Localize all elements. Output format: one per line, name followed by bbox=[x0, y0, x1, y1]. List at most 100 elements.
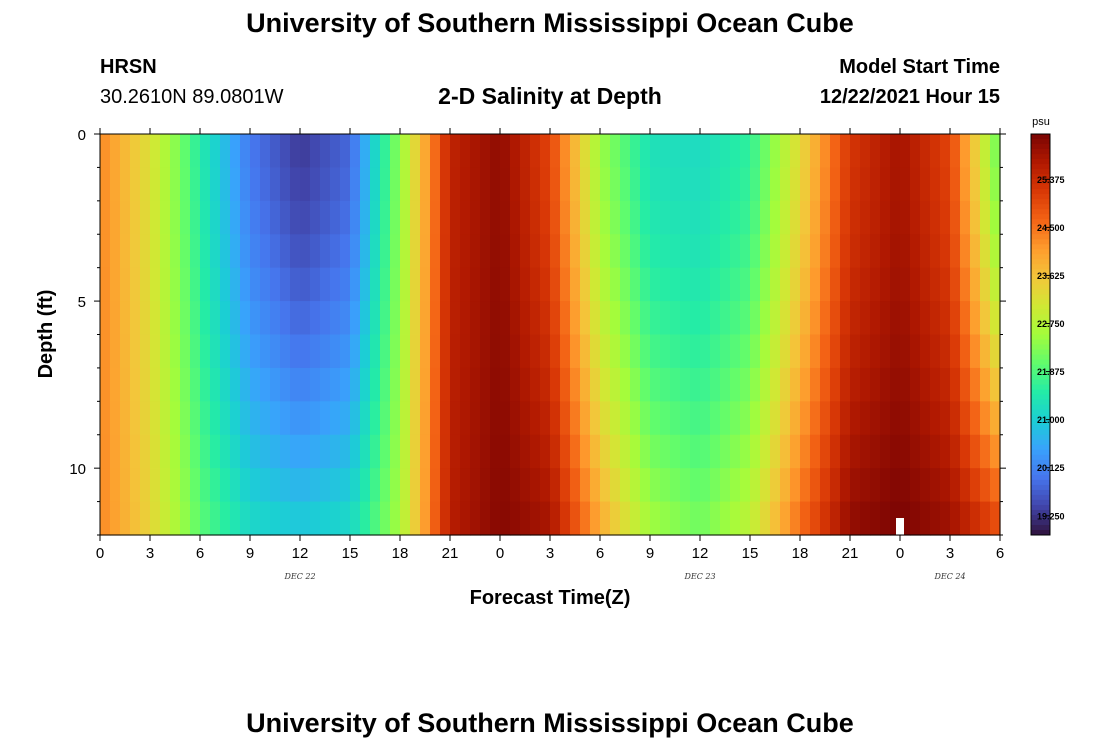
heatmap-cell bbox=[900, 234, 911, 269]
heatmap-cell bbox=[220, 468, 231, 503]
heatmap-cell bbox=[840, 134, 851, 169]
heatmap-cell bbox=[230, 468, 241, 503]
heatmap-cell bbox=[500, 134, 511, 169]
heatmap-cell bbox=[830, 434, 841, 469]
colorbar-segment bbox=[1031, 304, 1050, 310]
heatmap-cell bbox=[480, 434, 491, 469]
heatmap-cell bbox=[340, 167, 351, 202]
heatmap-cell bbox=[240, 367, 251, 402]
heatmap-cell bbox=[250, 501, 261, 536]
heatmap-cell bbox=[880, 468, 891, 503]
heatmap-cell bbox=[860, 234, 871, 269]
heatmap-cell bbox=[140, 501, 151, 536]
heatmap-cell bbox=[920, 501, 931, 536]
heatmap-cell bbox=[380, 267, 391, 302]
x-tick-label: 0 bbox=[496, 545, 504, 562]
heatmap-cell bbox=[170, 167, 181, 202]
heatmap-cell bbox=[970, 234, 981, 269]
heatmap-cell bbox=[890, 334, 901, 369]
heatmap-cell bbox=[390, 434, 401, 469]
heatmap-cell bbox=[240, 167, 251, 202]
heatmap-cell bbox=[600, 501, 611, 536]
heatmap-cell bbox=[770, 301, 781, 336]
heatmap-cell bbox=[130, 367, 141, 402]
model-start-label: Model Start Time bbox=[839, 56, 1000, 78]
x-tick-label: 18 bbox=[392, 545, 409, 562]
colorbar-segment bbox=[1031, 209, 1050, 215]
heatmap-cell bbox=[350, 301, 361, 336]
heatmap-cell bbox=[230, 501, 241, 536]
heatmap-cell bbox=[540, 468, 551, 503]
heatmap-cell bbox=[150, 134, 161, 169]
colorbar-segment bbox=[1031, 334, 1050, 341]
heatmap-cell bbox=[790, 234, 801, 269]
heatmap-cell bbox=[330, 134, 341, 169]
heatmap-cell bbox=[940, 401, 951, 436]
heatmap-cell bbox=[440, 134, 451, 169]
heatmap-cell bbox=[940, 200, 951, 235]
heatmap-cell bbox=[410, 434, 421, 469]
heatmap-cell bbox=[520, 334, 531, 369]
heatmap-cell bbox=[290, 501, 301, 536]
colorbar-segment bbox=[1031, 144, 1050, 150]
heatmap-cell bbox=[910, 134, 921, 169]
colorbar-segment bbox=[1031, 264, 1050, 270]
heatmap-cell bbox=[790, 200, 801, 235]
heatmap-cell bbox=[770, 434, 781, 469]
x-tick-label: 12 bbox=[692, 545, 709, 562]
heatmap-cell bbox=[260, 134, 271, 169]
heatmap-cell bbox=[340, 367, 351, 402]
heatmap-cell bbox=[160, 134, 171, 169]
heatmap-cell bbox=[610, 434, 621, 469]
heatmap-cell bbox=[530, 501, 541, 536]
heatmap-cell bbox=[130, 200, 141, 235]
heatmap-cell bbox=[110, 234, 121, 269]
heatmap-cell bbox=[140, 134, 151, 169]
heatmap-cell bbox=[740, 468, 751, 503]
heatmap-cell bbox=[730, 134, 741, 169]
heatmap-cell bbox=[100, 234, 111, 269]
heatmap-cell bbox=[560, 434, 571, 469]
heatmap-cell bbox=[850, 167, 861, 202]
heatmap-cell bbox=[680, 367, 691, 402]
heatmap-cell bbox=[850, 200, 861, 235]
heatmap-cell bbox=[110, 401, 121, 436]
heatmap-cell bbox=[920, 468, 931, 503]
heatmap-cell bbox=[620, 267, 631, 302]
heatmap-cell bbox=[110, 334, 121, 369]
heatmap-cell bbox=[190, 434, 201, 469]
heatmap-cell bbox=[710, 234, 721, 269]
heatmap-cell bbox=[470, 267, 481, 302]
heatmap-cell bbox=[840, 301, 851, 336]
heatmap-cell bbox=[390, 134, 401, 169]
heatmap-cell bbox=[380, 134, 391, 169]
heatmap-cell bbox=[810, 434, 821, 469]
heatmap-cell bbox=[290, 468, 301, 503]
heatmap-cell bbox=[640, 301, 651, 336]
heatmap-cell bbox=[220, 367, 231, 402]
heatmap-cell bbox=[710, 301, 721, 336]
heatmap-cell bbox=[740, 334, 751, 369]
heatmap-cell bbox=[710, 367, 721, 402]
heatmap-cell bbox=[680, 234, 691, 269]
heatmap-cell bbox=[460, 401, 471, 436]
heatmap-cell bbox=[810, 334, 821, 369]
heatmap-cell bbox=[840, 468, 851, 503]
heatmap-cell bbox=[940, 167, 951, 202]
heatmap-cell bbox=[950, 401, 961, 436]
heatmap-cell bbox=[400, 200, 411, 235]
heatmap-cell bbox=[470, 134, 481, 169]
heatmap-cell bbox=[870, 301, 881, 336]
heatmap-cell bbox=[770, 501, 781, 536]
heatmap-cell bbox=[140, 334, 151, 369]
heatmap-cell bbox=[370, 267, 381, 302]
heatmap-cell bbox=[120, 468, 131, 503]
colorbar-segment bbox=[1031, 404, 1050, 411]
heatmap-cell bbox=[470, 501, 481, 536]
heatmap-cell bbox=[550, 468, 561, 503]
heatmap-cell bbox=[580, 267, 591, 302]
colorbar-segment bbox=[1031, 204, 1050, 210]
heatmap-cell bbox=[600, 267, 611, 302]
heatmap-cell bbox=[670, 367, 681, 402]
heatmap-cell bbox=[400, 167, 411, 202]
